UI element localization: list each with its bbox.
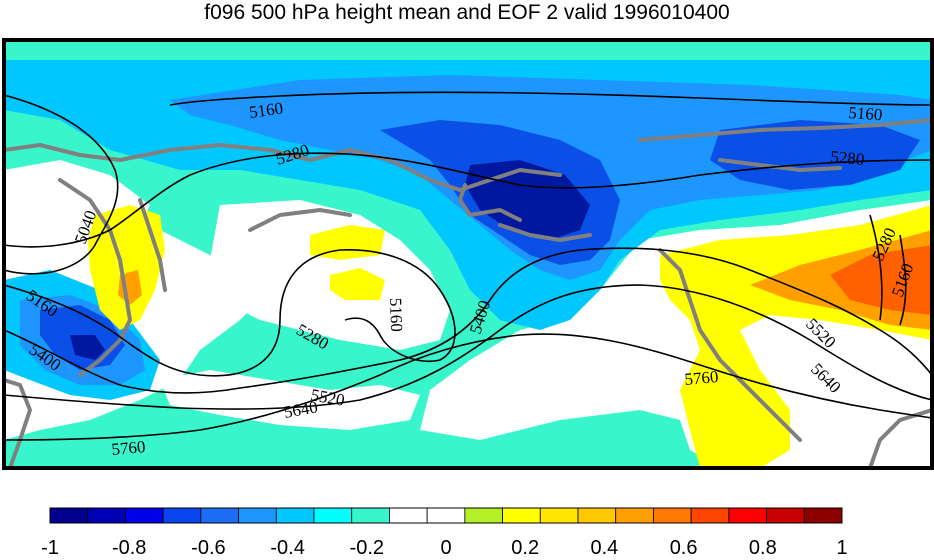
shade-blue-ne (710, 120, 920, 190)
colorbar-cell (87, 507, 126, 524)
contour-label: 5760 (111, 437, 147, 459)
coastlines (4, 118, 932, 468)
colorbar-tick-label: 0.2 (511, 537, 540, 559)
colorbar-tick-label: 0.8 (748, 537, 777, 559)
colorbar-cell (615, 507, 654, 524)
contour-label: 5160 (386, 297, 406, 332)
colorbar-cell (803, 507, 843, 524)
colorbar-cell (766, 507, 805, 524)
contour-label: 5280 (830, 147, 866, 169)
contour-label: 5160 (848, 103, 883, 124)
contour-label: 5160 (248, 98, 284, 122)
height-contours (4, 91, 932, 441)
colorbar-cell (653, 507, 692, 524)
colorbar-tick-label: 0 (440, 537, 452, 559)
colorbar-cell (426, 507, 466, 524)
colorbar-cell (690, 507, 730, 524)
colorbar-cell (200, 507, 239, 524)
colorbar-cell (125, 507, 164, 524)
colorbar-tick-label: -0.2 (349, 537, 385, 559)
colorbar-tick-label: -0.6 (191, 537, 226, 559)
shade-yellow-c2 (330, 268, 385, 300)
colorbar-cell (49, 507, 89, 524)
map-frame (2, 38, 934, 470)
colorbar-cell (162, 507, 202, 524)
colorbar-cell (389, 507, 428, 524)
colorbar-cell (313, 507, 353, 524)
colorbar-tick-label: -0.4 (270, 537, 305, 559)
colorbar-cell (728, 507, 767, 524)
colorbar-cell (577, 507, 617, 524)
colorbar-cell (351, 507, 390, 524)
contour-label: 5760 (684, 367, 720, 389)
colorbar-tick-label: 1 (836, 537, 848, 559)
colorbar-cell (539, 507, 579, 524)
shade-white-c (160, 370, 420, 430)
colorbar-tick-label: -1 (41, 537, 59, 559)
colorbar-tick-label: 0.6 (669, 537, 698, 559)
colorbar-tick-label: 0.4 (590, 537, 619, 559)
map-title: f096 500 hPa height mean and EOF 2 valid… (204, 1, 730, 24)
colorbar-tick-label: -0.8 (111, 537, 147, 559)
shade-darkblue-sw (70, 335, 105, 360)
shade-yellow-w (88, 205, 165, 330)
colorbar-cell (275, 507, 315, 524)
colorbar-cell (238, 507, 277, 524)
colorbar-cell (502, 507, 541, 524)
colorbar-frame (49, 507, 843, 524)
colorbar-cell (464, 507, 503, 524)
